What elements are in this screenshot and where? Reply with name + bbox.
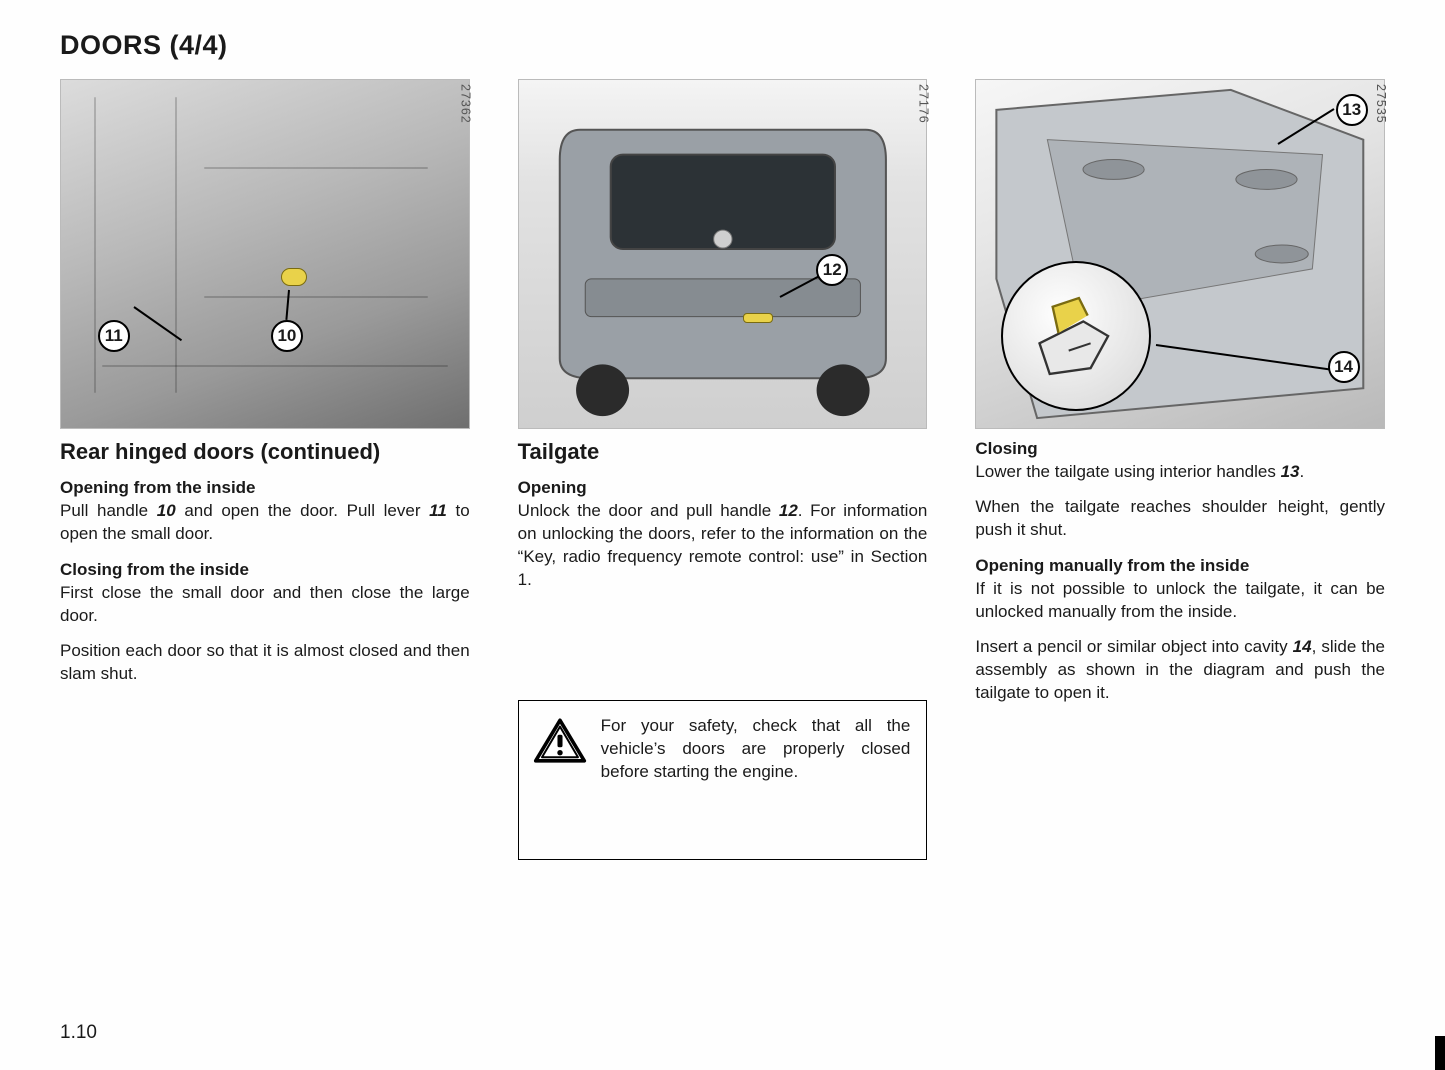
col3-p2: When the tailgate reaches shoulder heigh… [975,496,1385,542]
text: . [1300,462,1305,481]
text: and open the door. Pull lever [176,501,430,520]
figure-rear-doors: 27362 11 10 [60,79,470,429]
sketch-line [175,97,177,393]
page-number: 1.10 [60,1022,97,1044]
col2-p1: Unlock the door and pull handle 12. For … [518,500,928,592]
sketch-line [204,296,428,298]
callout-11: 11 [98,320,130,352]
leader-line [286,290,291,320]
column-2: 27176 12 Tailgate Opening Unlock the doo… [518,79,928,860]
callout-14: 14 [1328,351,1360,383]
col3-p4: Insert a pencil or similar object into c… [975,636,1385,705]
col1-p2: First close the small door and then clos… [60,582,470,628]
col3-sub2: Opening manually from the inside [975,556,1385,576]
ref-10: 10 [157,501,176,520]
figure-id: 27362 [459,84,473,124]
col1-p1: Pull handle 10 and open the door. Pull l… [60,500,470,546]
col1-p3: Position each door so that it is almost … [60,640,470,686]
text: Unlock the door and pull handle [518,501,779,520]
col3-sub1: Closing [975,439,1385,459]
latch-sketch [1003,263,1149,409]
page-title: DOORS (4/4) [60,30,1385,61]
sketch-line [94,97,96,393]
col3-p3: If it is not possible to unlock the tail… [975,578,1385,624]
ref-13: 13 [1281,462,1300,481]
col3-p1: Lower the tailgate using interior handle… [975,461,1385,484]
van-rear-sketch [519,80,927,428]
section-tab [1435,1036,1445,1070]
col1-heading: Rear hinged doors (continued) [60,439,470,464]
detail-inset [1001,261,1151,411]
column-3: 27535 [975,79,1385,860]
col1-sub1: Opening from the inside [60,478,470,498]
handle-spot-12 [743,313,773,323]
ref-14: 14 [1293,637,1312,656]
content-columns: 27362 11 10 Rear hinged doors (continued… [60,79,1385,860]
handle-spot-10 [281,268,307,286]
text: Lower the tailgate using interior handle… [975,462,1280,481]
ref-11: 11 [429,501,447,520]
warning-text: For your safety, check that all the vehi… [601,715,911,784]
ref-12: 12 [779,501,798,520]
callout-10: 10 [271,320,303,352]
sketch-line [102,365,449,367]
text: Pull handle [60,501,157,520]
column-1: 27362 11 10 Rear hinged doors (continued… [60,79,470,860]
callout-13: 13 [1336,94,1368,126]
col2-sub1: Opening [518,478,928,498]
figure-tailgate: 27176 12 [518,79,928,429]
warning-box: For your safety, check that all the vehi… [518,700,928,860]
text: Insert a pencil or similar object into c… [975,637,1292,656]
manual-page: DOORS (4/4) 27362 11 10 Rear hin [0,0,1445,1070]
warning-icon [533,717,587,765]
col2-heading: Tailgate [518,439,928,464]
col1-sub2: Closing from the inside [60,560,470,580]
figure-id: 27176 [916,84,930,124]
sketch-line [204,167,428,169]
figure-id: 27535 [1374,84,1388,124]
figure-tailgate-inside: 27535 [975,79,1385,429]
